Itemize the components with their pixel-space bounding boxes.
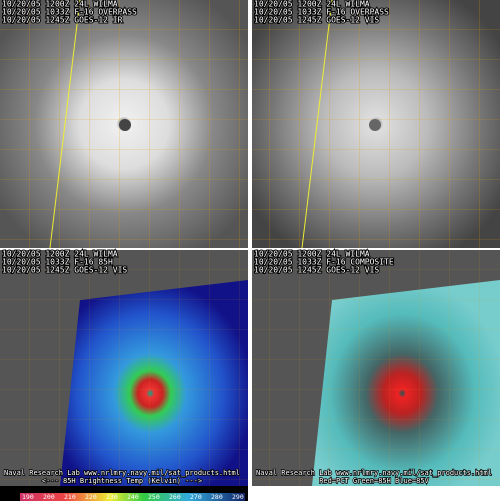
panel-caption: 10/20/05 1033Z F-16 85H bbox=[2, 258, 113, 267]
colorbar-label: 240 bbox=[127, 493, 139, 501]
colorbar-label: 200 bbox=[43, 493, 55, 501]
panel-vis bbox=[252, 0, 500, 249]
panel-caption: 10/20/05 1033Z F-16 OVERPASS bbox=[254, 8, 389, 17]
panel-85h bbox=[0, 250, 248, 486]
colorbar-label: 260 bbox=[169, 493, 181, 501]
panel-caption: 10/20/05 1200Z 24L WILMA bbox=[254, 250, 370, 259]
panel-caption: 10/20/05 1200Z 24L WILMA bbox=[2, 250, 118, 259]
panel-caption: 10/20/05 1200Z 24L WILMA bbox=[254, 0, 370, 9]
panel-caption: 10/20/05 1200Z 24L WILMA bbox=[2, 0, 118, 9]
colorbar-label: 230 bbox=[106, 493, 118, 501]
panel-caption: 10/20/05 1245Z GOES-12 VIS bbox=[2, 266, 127, 275]
panel-caption: 10/20/05 1245Z GOES-12 VIS bbox=[254, 16, 379, 25]
colorbar-label: 250 bbox=[148, 493, 160, 501]
panel-ir bbox=[0, 0, 248, 249]
colorbar-label: 220 bbox=[85, 493, 97, 501]
panel-caption: 10/20/05 1245Z GOES-12 VIS bbox=[254, 266, 379, 275]
colorbar-label: 190 bbox=[22, 493, 34, 501]
panel-footer: <--- 85H Brightness Temp (Kelvin) ---> bbox=[42, 477, 202, 485]
colorbar-label: 290 bbox=[232, 493, 244, 501]
colorbar-label: 280 bbox=[211, 493, 223, 501]
colorbar bbox=[20, 493, 245, 501]
panel-caption: 10/20/05 1033Z F-16 COMPOSITE bbox=[254, 258, 394, 267]
panel-footer: Red=PCT Green=85H Blue=85V bbox=[319, 477, 429, 485]
colorbar-label: 210 bbox=[64, 493, 76, 501]
panel-footer: Naval Research Lab www.nrlmry.navy.mil/s… bbox=[256, 469, 492, 477]
panel-composite bbox=[252, 250, 500, 486]
panel-caption: 10/20/05 1245Z GOES-12 IR bbox=[2, 16, 123, 25]
colorbar-label: 270 bbox=[190, 493, 202, 501]
panel-caption: 10/20/05 1033Z F-16 OVERPASS bbox=[2, 8, 137, 17]
panel-footer: Naval Research Lab www.nrlmry.navy.mil/s… bbox=[4, 469, 240, 477]
